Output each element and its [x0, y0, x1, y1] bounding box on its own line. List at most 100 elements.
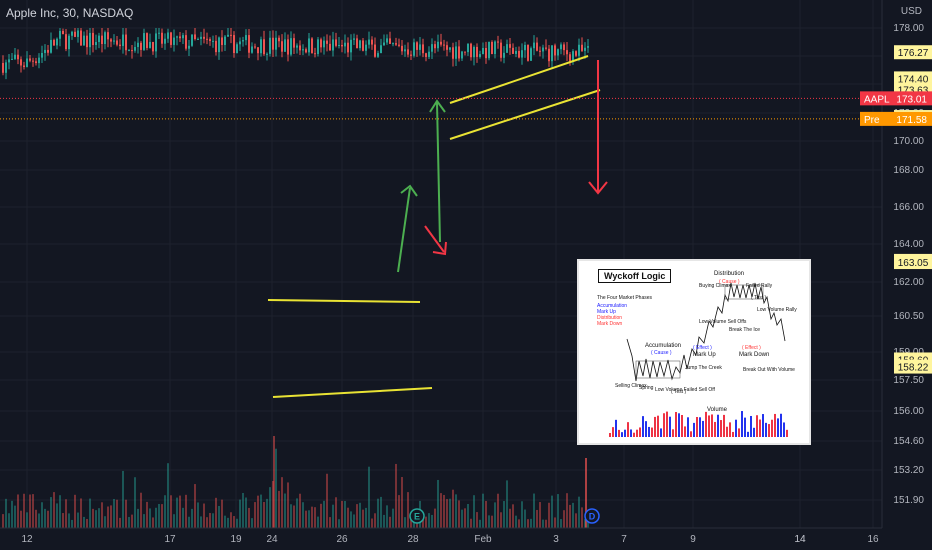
volume-bar: [314, 507, 316, 528]
volume-bar: [221, 499, 223, 528]
volume-bar: [254, 502, 256, 528]
volume-bar: [491, 515, 493, 528]
volume-bar: [431, 514, 433, 528]
candle-body: [53, 39, 55, 46]
inset-volume-bar: [726, 426, 728, 437]
candle-body: [344, 42, 346, 47]
candle-body: [56, 38, 58, 46]
candle-body: [251, 46, 253, 53]
volume-bar: [533, 493, 535, 528]
volume-bar: [263, 502, 265, 528]
volume-bar: [548, 502, 550, 528]
candle-body: [398, 44, 400, 46]
volume-bar: [482, 493, 484, 528]
candle-body: [455, 46, 457, 59]
aapl-badge: [860, 91, 932, 106]
candle-body: [587, 46, 589, 48]
jump-creek: Jump The Creek: [685, 365, 722, 371]
y-tick-label: 170.00: [893, 136, 924, 147]
volume-bar: [32, 494, 34, 528]
candle-body: [518, 50, 520, 58]
volume-bar: [299, 493, 301, 528]
volume-bar: [101, 502, 103, 528]
volume-bar: [560, 519, 562, 528]
candle-body: [305, 49, 307, 53]
volume-bar: [278, 490, 280, 528]
inset-volume-bar: [633, 432, 635, 437]
candle-body: [38, 57, 40, 64]
y-tick-label: 160.50: [893, 311, 924, 322]
x-tick-label: 3: [553, 534, 559, 545]
inset-volume-bar: [627, 422, 629, 437]
candle-body: [356, 38, 358, 49]
inset-volume-bar: [615, 419, 617, 437]
candle-body: [209, 39, 211, 41]
candle-body: [551, 45, 553, 62]
volume-bar: [140, 492, 142, 528]
volume-bar: [212, 513, 214, 528]
pre-badge: [860, 111, 932, 126]
volume-bar: [305, 510, 307, 528]
candle-body: [275, 37, 277, 50]
arrow-down-large-icon: [588, 60, 608, 195]
candle-body: [581, 44, 583, 51]
volume-bar: [386, 505, 388, 528]
level-badge-text: 163.05: [898, 258, 929, 269]
volume-bar: [119, 517, 121, 528]
candle-body: [338, 44, 340, 46]
volume-bar: [380, 496, 382, 528]
volume-bar: [179, 495, 181, 528]
volume-bar: [422, 519, 424, 528]
volume-bar: [509, 508, 511, 528]
candle-body: [359, 40, 361, 49]
dist-cause: ( Cause ): [719, 279, 740, 285]
candle-body: [152, 41, 154, 52]
level-badge: [894, 255, 932, 270]
volume-bar: [26, 512, 28, 528]
candle-body: [242, 40, 244, 42]
candle-body: [404, 49, 406, 52]
failed-rally: Failed Rally: [746, 283, 773, 289]
inset-volume-bar: [783, 422, 785, 437]
candle-body: [149, 41, 151, 48]
candle-body: [122, 34, 124, 46]
candle-body: [107, 32, 109, 40]
volume-bar: [155, 507, 157, 528]
mark-down-label: Mark Down: [739, 352, 770, 358]
inset-volume-bar: [768, 424, 770, 437]
volume-bar: [131, 514, 133, 528]
candle-body: [23, 65, 25, 67]
candle-body: [482, 47, 484, 55]
x-tick-label: 24: [266, 534, 278, 545]
volume-bar: [35, 509, 37, 528]
candle-body: [92, 32, 94, 46]
break-ice: Break The Ice: [729, 327, 761, 333]
volume-bar: [464, 508, 466, 528]
candle-body: [35, 61, 37, 64]
volume-bar: [377, 498, 379, 528]
volume-bar: [341, 500, 343, 528]
inset-volume-bar: [765, 422, 767, 437]
candle-body: [14, 54, 16, 59]
y-tick-label: 154.60: [893, 436, 924, 447]
volume-bar: [476, 512, 478, 528]
candle-body: [191, 34, 193, 46]
volume-bar: [17, 494, 19, 528]
candle-body: [62, 30, 64, 35]
volume-bar: [134, 477, 136, 528]
volume-spike: [273, 436, 275, 528]
volume-bar: [467, 503, 469, 528]
candle-body: [254, 46, 256, 48]
volume-bar: [383, 514, 385, 528]
candle-body: [188, 45, 190, 49]
candle-body: [248, 35, 250, 53]
volume-bar: [485, 500, 487, 528]
pre-badge-value: 171.58: [896, 115, 927, 126]
candle-body: [98, 35, 100, 43]
volume-bar: [224, 515, 226, 528]
inset-volume-bar: [762, 414, 764, 437]
inset-volume-bar: [699, 417, 701, 437]
volume-bar: [473, 495, 475, 528]
